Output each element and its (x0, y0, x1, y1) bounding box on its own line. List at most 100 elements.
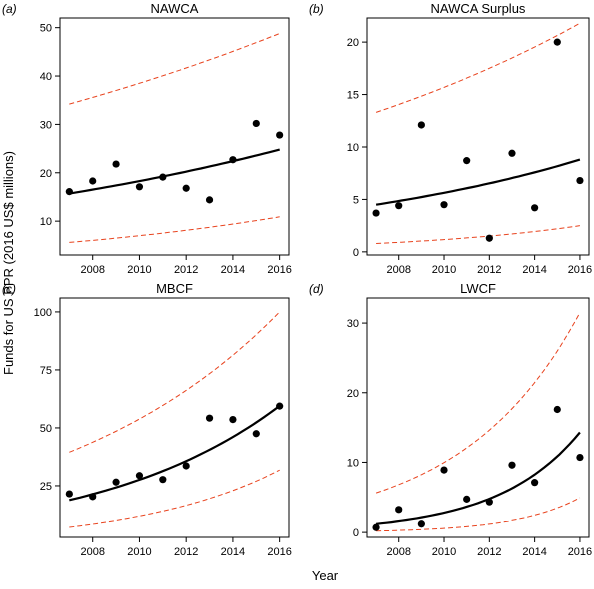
data-point (252, 430, 260, 438)
y-tick-label: 15 (347, 90, 359, 102)
data-point (205, 196, 214, 204)
ci-upper-line (69, 33, 280, 105)
y-tick-label: 5 (353, 194, 359, 206)
data-point (65, 490, 73, 498)
data-point (508, 461, 516, 469)
y-tick-label: 10 (347, 142, 359, 154)
x-tick-label: 2010 (127, 546, 151, 558)
x-tick-label: 2008 (386, 546, 410, 558)
ci-upper-line (375, 22, 581, 113)
x-tick-label: 2014 (522, 264, 546, 276)
ci-upper-line (69, 311, 281, 453)
data-point (485, 498, 493, 506)
y-tick-label: 50 (40, 23, 52, 35)
plot-frame (366, 17, 590, 256)
x-tick-label: 2010 (127, 264, 151, 276)
y-tick-label: 20 (347, 388, 359, 400)
x-tick-label: 2016 (568, 264, 592, 276)
data-point (276, 402, 284, 410)
ci-lower-line (69, 216, 280, 243)
x-tick-label: 2014 (522, 546, 546, 558)
data-point (229, 156, 237, 164)
data-point (112, 478, 120, 486)
panel-letter: (c) (2, 282, 16, 296)
data-point (89, 177, 97, 185)
x-tick-label: 2016 (267, 264, 291, 276)
x-axis-title: Year (312, 568, 339, 583)
x-tick-label: 2012 (174, 264, 198, 276)
data-point (112, 160, 120, 168)
data-point (182, 462, 190, 470)
ci-lower-line (376, 497, 581, 532)
y-tick-label: 25 (40, 481, 52, 493)
fit-line (375, 431, 581, 525)
data-point (205, 414, 214, 422)
data-point (531, 479, 539, 487)
panel-nawca-surplus: (b) NAWCA Surplus 2008 2010 2012 2014 2016 0 5 10… (309, 1, 592, 276)
data-point (463, 157, 471, 165)
data-point (440, 201, 448, 209)
y-tick-label: 10 (40, 216, 52, 228)
data-point (159, 173, 167, 181)
data-point (89, 493, 97, 501)
x-tick-label: 2016 (568, 546, 592, 558)
panel-letter: (a) (2, 2, 17, 16)
data-point (553, 405, 561, 414)
y-tick-label: 20 (40, 168, 52, 180)
x-tick-label: 2014 (221, 264, 245, 276)
x-tick-label: 2010 (432, 264, 456, 276)
data-point (159, 476, 167, 484)
data-point (395, 202, 403, 210)
data-point (135, 183, 144, 191)
fit-line (375, 158, 581, 206)
x-tick-label: 2012 (477, 546, 501, 558)
y-tick-label: 30 (347, 318, 359, 330)
panel-title: MBCF (156, 281, 193, 296)
y-tick-label: 50 (40, 423, 52, 435)
data-point (252, 119, 260, 128)
y-tick-label: 0 (353, 247, 359, 259)
y-tick-label: 20 (347, 37, 359, 49)
y-tick-label: 30 (40, 119, 52, 131)
plot-frame (59, 17, 290, 256)
data-point (576, 453, 584, 462)
panel-title: NAWCA Surplus (431, 1, 526, 16)
data-point (463, 495, 471, 503)
x-tick-label: 2016 (267, 546, 291, 558)
data-point (531, 204, 539, 212)
y-tick-label: 10 (347, 457, 359, 469)
x-tick-label: 2012 (174, 546, 198, 558)
ci-upper-line (375, 312, 581, 494)
data-point (182, 184, 190, 192)
data-point (417, 121, 425, 129)
x-tick-label: 2008 (80, 546, 104, 558)
ci-lower-line (376, 225, 580, 244)
data-point (417, 520, 425, 528)
data-point (553, 38, 561, 46)
data-point (135, 472, 144, 480)
data-point (229, 415, 237, 424)
x-tick-label: 2010 (432, 546, 456, 558)
plot-frame (366, 297, 590, 538)
ci-lower-line (69, 469, 280, 528)
data-point (372, 523, 380, 531)
fit-line (69, 148, 280, 195)
y-tick-label: 40 (40, 71, 52, 83)
data-point (440, 466, 448, 474)
panel-letter: (b) (309, 2, 324, 16)
y-tick-label: 100 (34, 307, 52, 319)
panel-letter: (d) (309, 282, 324, 296)
y-axis-title: Funds for US PPR (2016 US$ millions) (1, 151, 16, 375)
x-tick-label: 2012 (477, 264, 501, 276)
data-point (372, 209, 380, 217)
x-tick-label: 2014 (221, 546, 245, 558)
data-point (276, 131, 284, 139)
fit-line (69, 405, 281, 502)
x-tick-label: 2008 (80, 264, 104, 276)
data-point (395, 506, 403, 514)
panel-title: NAWCA (151, 1, 199, 16)
y-tick-label: 75 (40, 365, 52, 377)
plot-frame (59, 297, 290, 538)
data-point (576, 176, 584, 185)
